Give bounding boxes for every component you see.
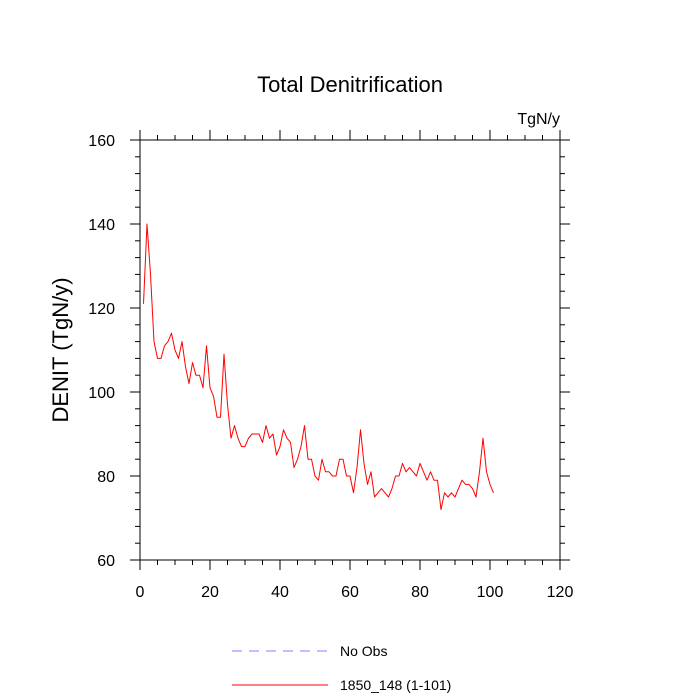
plot-area-frame xyxy=(139,139,561,561)
x-tick-label: 40 xyxy=(271,584,289,601)
y-axis-label: DENIT (TgN/y) xyxy=(48,277,73,422)
x-tick-label: 80 xyxy=(411,584,429,601)
x-tick-label: 60 xyxy=(341,584,359,601)
axis-ticks xyxy=(130,130,570,570)
x-tick-label: 120 xyxy=(547,584,574,601)
x-tick-label: 20 xyxy=(201,584,219,601)
y-tick-label: 80 xyxy=(97,469,115,486)
axis-tick-labels: 0 20 40 60 80 100 120 60 80 100 120 140 160 xyxy=(88,133,573,601)
x-tick-label: 0 xyxy=(136,584,145,601)
y-tick-label: 140 xyxy=(88,217,115,234)
y-tick-label: 100 xyxy=(88,385,115,402)
y-tick-label: 120 xyxy=(88,301,115,318)
legend-label-no-obs: No Obs xyxy=(340,643,387,659)
chart-units-label: TgN/y xyxy=(517,111,560,128)
legend: No Obs 1850_148 (1-101) xyxy=(232,643,451,693)
chart-title: Total Denitrification xyxy=(257,72,443,97)
x-tick-label: 100 xyxy=(477,584,504,601)
y-tick-label: 60 xyxy=(97,553,115,570)
series-lines xyxy=(143,223,494,511)
series-line xyxy=(143,223,494,511)
y-tick-label: 160 xyxy=(88,133,115,150)
legend-label-1850-148: 1850_148 (1-101) xyxy=(340,677,451,693)
